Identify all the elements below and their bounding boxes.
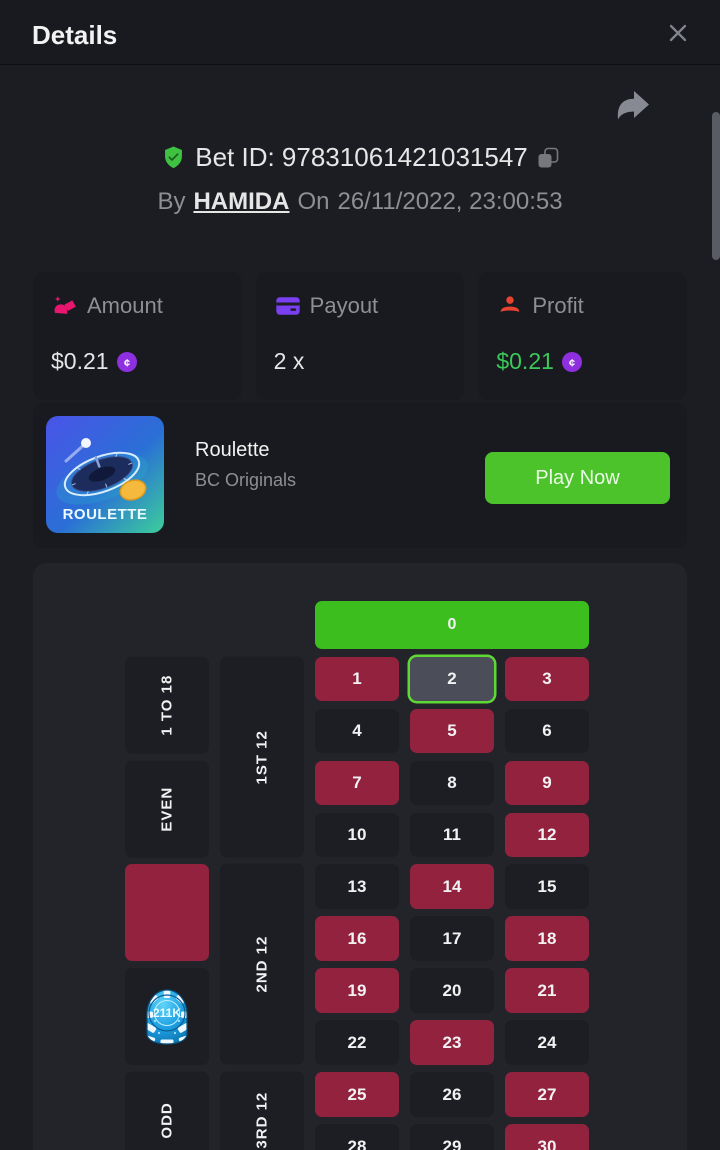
svg-text:211K: 211K xyxy=(153,1006,181,1020)
svg-text:ROULETTE: ROULETTE xyxy=(63,506,148,523)
svg-text:¢: ¢ xyxy=(124,357,130,369)
svg-text:¢: ¢ xyxy=(569,357,575,369)
